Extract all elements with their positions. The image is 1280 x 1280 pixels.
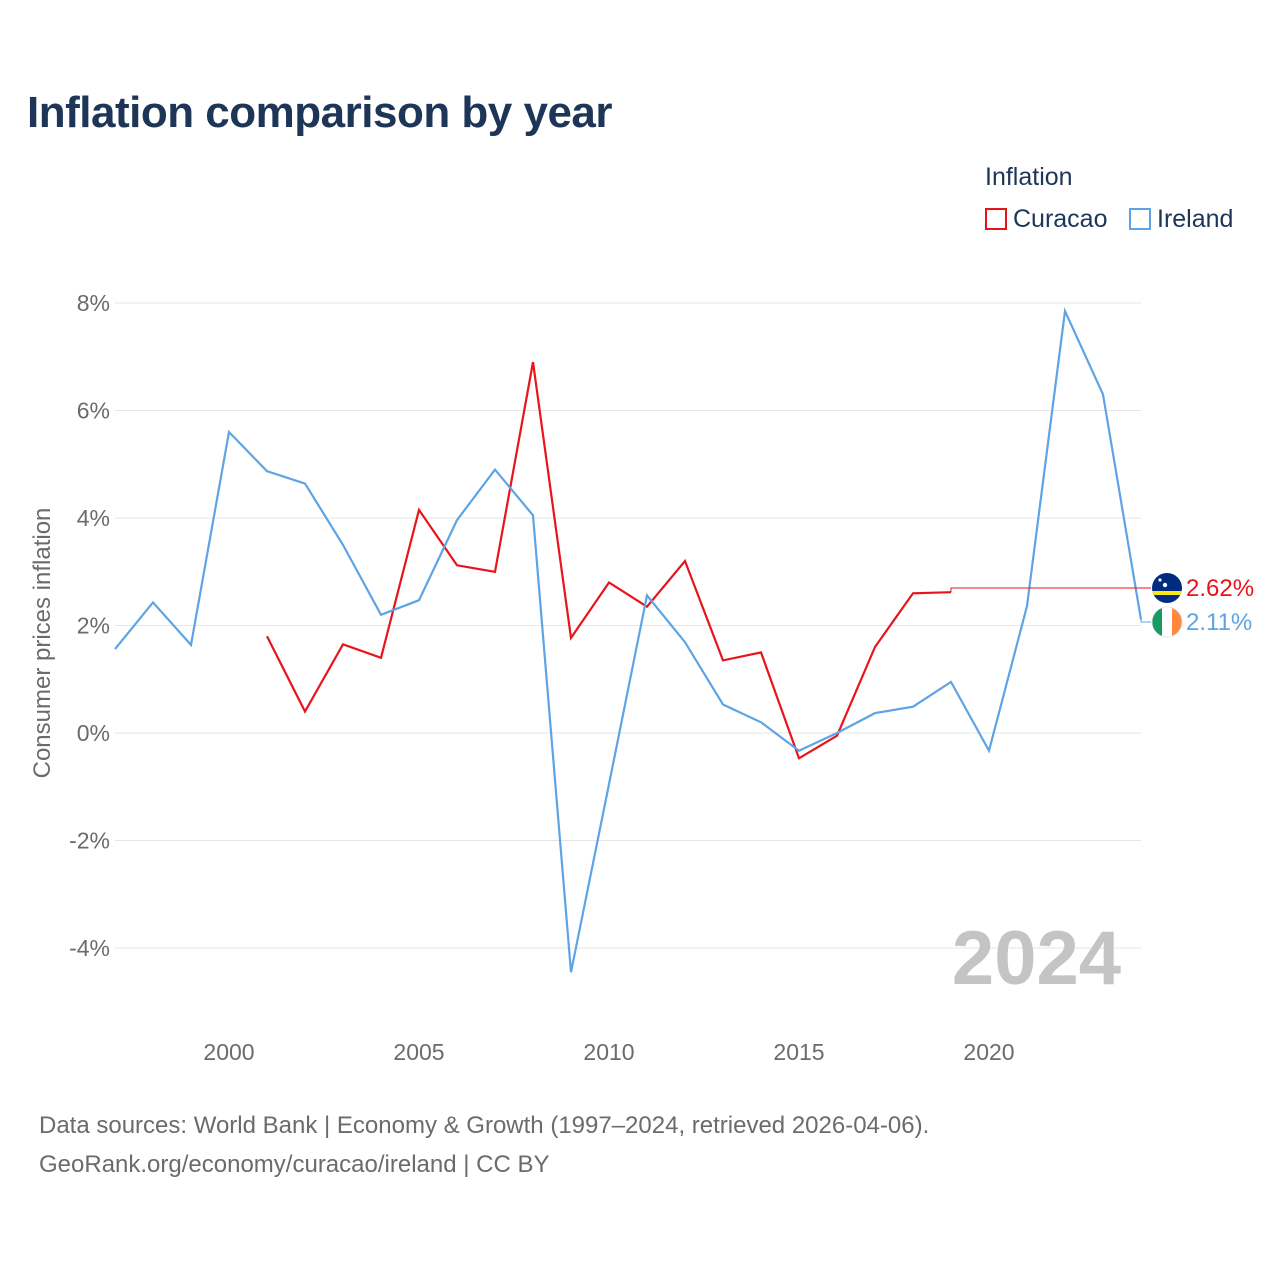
series-line-ireland (114, 307, 1143, 973)
line-chart: -4% -2% 0% 2% 4% 6% 8% 2000 2005 2010 2015 2020 Co… (29, 290, 1254, 1065)
y-tick-label: 8% (77, 290, 110, 316)
end-connector-curacao (950, 587, 1151, 593)
source-link[interactable]: GeoRank.org/economy/curacao/ireland | CC… (39, 1151, 550, 1178)
chart-title: Inflation comparison by year (27, 88, 613, 137)
end-value-label-ireland: 2.11% (1186, 609, 1252, 636)
data-source-text: Data sources: World Bank | Economy & Gro… (39, 1112, 930, 1139)
legend-label-curacao: Curacao (1013, 204, 1108, 233)
legend-swatch-ireland (1129, 208, 1151, 230)
x-tick-label: 2005 (393, 1039, 444, 1065)
end-connector-ireland (1140, 619, 1151, 623)
flag-band-orange (1172, 607, 1182, 637)
y-axis-label: Consumer prices inflation (29, 508, 56, 779)
x-tick-label: 2020 (963, 1039, 1014, 1065)
x-tick-label: 2010 (583, 1039, 634, 1065)
legend-title: Inflation (985, 163, 1073, 191)
y-tick-label: -4% (69, 935, 110, 961)
flag-star (1158, 578, 1162, 582)
flag-band-white (1162, 607, 1172, 637)
end-markers: 2.62% 2.11% (950, 573, 1254, 638)
flag-star (1162, 582, 1168, 588)
flag-outline (1151, 606, 1183, 638)
series-lines (114, 307, 1143, 973)
y-tick-label: 2% (77, 613, 110, 639)
x-tick-label: 2015 (773, 1039, 824, 1065)
legend-label-ireland: Ireland (1157, 204, 1234, 233)
legend-swatch-curacao (985, 208, 1007, 230)
end-value-label-curacao: 2.62% (1186, 575, 1254, 602)
x-axis-ticks: 2000 2005 2010 2015 2020 (203, 1039, 1014, 1065)
flag-field (1152, 573, 1182, 603)
ireland-flag-icon (1151, 606, 1183, 638)
curacao-flag-icon (1152, 573, 1182, 603)
series-line-curacao (266, 361, 952, 760)
flag-band-green (1152, 607, 1162, 637)
x-tick-label: 2000 (203, 1039, 254, 1065)
year-watermark: 2024 (952, 916, 1121, 1001)
y-tick-label: 0% (77, 720, 110, 746)
gridlines (115, 302, 1141, 949)
y-axis-ticks: -4% -2% 0% 2% 4% 6% 8% (69, 290, 110, 961)
flag-stripe (1152, 591, 1182, 595)
footer: Data sources: World Bank | Economy & Gro… (39, 1106, 929, 1184)
legend-item-ireland[interactable]: Ireland (1129, 204, 1233, 234)
legend-item-curacao[interactable]: Curacao (985, 204, 1108, 234)
y-tick-label: 4% (77, 505, 110, 531)
y-tick-label: -2% (69, 828, 110, 854)
y-tick-label: 6% (77, 398, 110, 424)
